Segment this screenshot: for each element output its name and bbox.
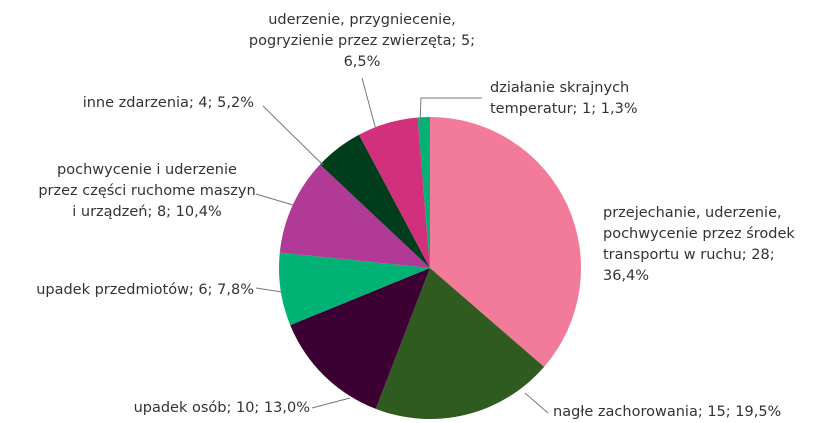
data-label: przejechanie, uderzenie, pochwycenie prz… (603, 205, 795, 284)
leader-line (255, 287, 283, 293)
leader-line (419, 97, 482, 126)
data-label: działanie skrajnych temperatur; 1; 1,3% (490, 80, 638, 117)
leader-line (524, 392, 549, 414)
leader-line (255, 193, 294, 206)
pie-slice (375, 268, 545, 419)
data-label: inne zdarzenia; 4; 5,2% (82, 95, 254, 111)
data-label: pochwycenie i uderzenie przez części ruc… (38, 162, 256, 220)
data-label: nagłe zachorowania; 15; 19,5% (553, 404, 782, 420)
data-label: uderzenie, przygniecenie, pogryzienie pr… (248, 12, 476, 70)
data-label: upadek przedmiotów; 6; 7,8% (36, 282, 254, 298)
wedges (279, 117, 581, 419)
pie-slice (417, 117, 430, 268)
leader-line (311, 397, 351, 409)
pie-slice (290, 268, 430, 409)
pie-slice (279, 252, 430, 326)
data-label: upadek osób; 10; 13,0% (133, 400, 310, 416)
pie-slice (358, 117, 430, 268)
leader-line (262, 105, 324, 166)
leader-line (361, 77, 377, 131)
pie-slice (279, 164, 430, 268)
pie-slice (320, 134, 430, 268)
pie-slice (430, 117, 581, 367)
